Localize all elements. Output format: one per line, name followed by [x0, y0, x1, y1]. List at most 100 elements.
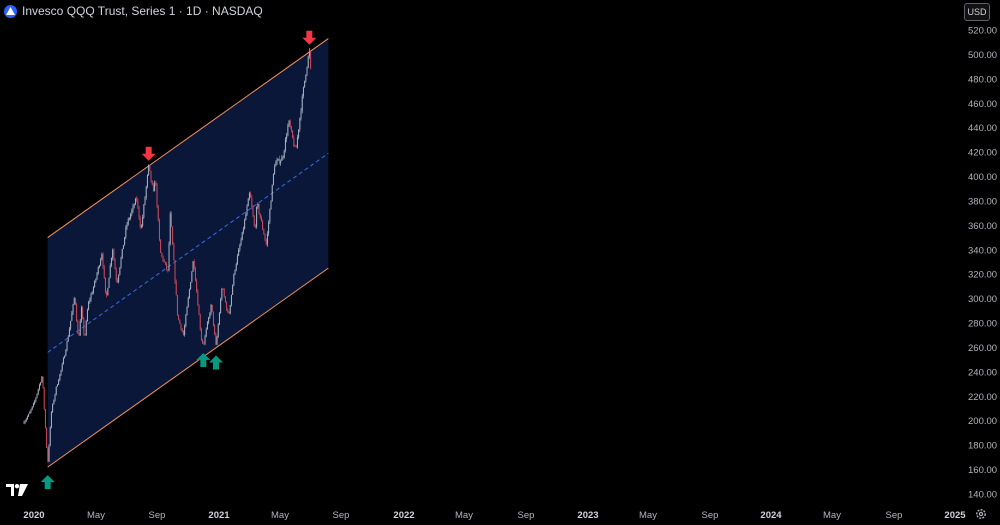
up-arrow-icon: [40, 475, 55, 490]
time-tick-label: May: [87, 510, 105, 521]
candle: [202, 338, 204, 344]
candle: [119, 267, 121, 276]
time-tick-label: May: [271, 510, 289, 521]
candle: [55, 386, 57, 396]
price-tick-label: 340.00: [968, 245, 997, 256]
candle: [101, 252, 103, 261]
candle: [85, 319, 87, 336]
candle: [97, 266, 99, 276]
up-arrow-icon: [209, 355, 223, 370]
candle: [293, 135, 295, 148]
candle: [118, 274, 120, 284]
price-tick-label: 320.00: [968, 270, 997, 281]
candle: [86, 308, 88, 322]
channel-lower-line: [47, 267, 329, 468]
candle: [66, 340, 68, 352]
candle: [220, 297, 222, 314]
candle: [282, 155, 284, 160]
tradingview-logo-icon[interactable]: [6, 483, 28, 501]
candle: [25, 417, 27, 423]
candle: [103, 264, 105, 280]
candle: [31, 406, 33, 411]
candle: [98, 264, 100, 269]
candle: [82, 305, 84, 320]
candles-layer: [23, 47, 312, 463]
candle: [91, 291, 93, 295]
candle: [94, 280, 96, 288]
candle: [194, 266, 196, 282]
channel-mid-line: [47, 152, 329, 353]
candle: [305, 74, 307, 83]
candle: [228, 311, 230, 314]
candle: [114, 258, 116, 270]
candle: [107, 287, 109, 296]
candle: [248, 191, 250, 201]
up-arrow-icon: [196, 353, 211, 368]
candle: [241, 231, 243, 241]
candle: [284, 136, 286, 153]
candle: [76, 302, 78, 323]
candle: [223, 288, 225, 298]
candle: [300, 108, 302, 121]
candle: [29, 410, 31, 415]
candle: [210, 303, 212, 316]
candle: [197, 289, 199, 306]
time-tick-label: Sep: [333, 510, 350, 521]
candle: [182, 330, 184, 336]
candle: [278, 155, 280, 165]
candle: [229, 304, 231, 315]
candle: [89, 297, 91, 304]
time-axis[interactable]: 2020 May Sep 2021 May Sep 2022 May Sep 2023 May Sep…: [23, 510, 966, 521]
candle: [136, 196, 138, 203]
candle: [152, 182, 154, 192]
time-tick-label: May: [455, 510, 473, 521]
candle: [131, 208, 133, 217]
candle: [122, 245, 124, 249]
price-tick-label: 520.00: [968, 26, 997, 37]
candle: [169, 211, 171, 246]
candle: [307, 55, 309, 69]
price-tick-label: 440.00: [968, 123, 997, 134]
candle: [164, 261, 166, 266]
candle: [96, 271, 98, 280]
candle: [296, 134, 298, 149]
candle: [163, 258, 165, 263]
gear-icon[interactable]: [975, 507, 987, 525]
candle: [40, 381, 42, 386]
down-arrow-icon: [302, 30, 317, 45]
candle: [156, 182, 158, 209]
symbol-header[interactable]: Invesco QQQ Trust, Series 1 · 1D · NASDA…: [4, 3, 263, 19]
candle: [24, 419, 26, 425]
candle: [162, 255, 164, 263]
candle: [155, 180, 157, 187]
candle: [221, 287, 223, 301]
candle: [108, 277, 110, 289]
time-tick-label: 2023: [577, 510, 598, 521]
candle: [254, 223, 256, 229]
candle: [104, 277, 106, 294]
price-tick-label: 420.00: [968, 148, 997, 159]
candle: [83, 317, 85, 336]
candle: [272, 173, 274, 186]
price-tick-label: 140.00: [968, 490, 997, 501]
down-arrow-icon: [141, 146, 156, 161]
candle: [208, 316, 210, 325]
candle: [59, 374, 61, 382]
time-tick-label: 2024: [760, 510, 782, 521]
currency-button[interactable]: USD: [964, 3, 990, 21]
candle: [259, 213, 261, 220]
candle: [258, 203, 260, 215]
time-tick-label: 2020: [23, 510, 44, 521]
candle: [134, 197, 136, 206]
candle: [244, 218, 246, 230]
candle: [260, 215, 262, 222]
candle: [70, 320, 72, 331]
candle: [168, 241, 170, 272]
price-axis[interactable]: 140.00 160.00 180.00 200.00 220.00 240.00 260.…: [968, 26, 997, 501]
candle: [180, 323, 182, 331]
candle: [102, 252, 104, 269]
candle: [286, 132, 288, 143]
candle: [240, 237, 242, 247]
candle: [41, 375, 43, 383]
